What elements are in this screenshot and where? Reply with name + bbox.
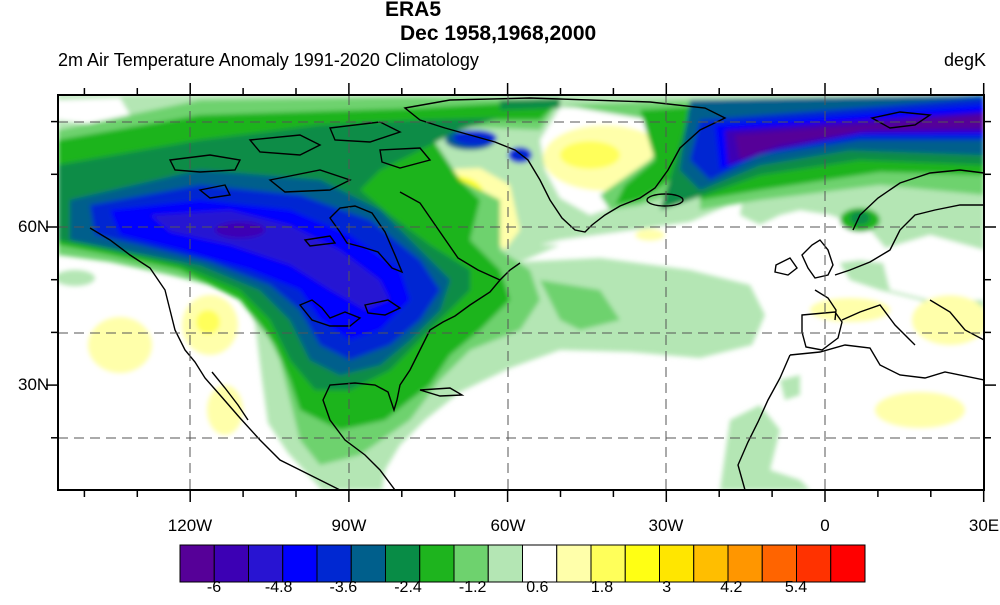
colorbar-label: -6 [206,579,222,596]
colorbar-label: 0.6 [526,579,549,596]
colorbar-box [761,544,797,583]
colorbar-label: -2.4 [394,579,422,596]
colorbar-box [693,544,729,583]
lon-label-60w: 60W [490,516,526,535]
colorbar-label: -1.2 [458,579,487,596]
colorbar-box [487,544,523,583]
colorbar-box [179,544,215,583]
colorbar-box [453,544,489,583]
lon-label-120w: 120W [167,516,213,535]
lon-label-0: 0 [820,516,830,535]
colorbar-label: 3 [662,579,672,596]
gridlines [58,95,984,490]
axis-ticks [46,83,996,502]
colorbar-box [213,544,249,583]
subtitle-left: 2m Air Temperature Anomaly 1991-2020 Cli… [58,50,479,70]
lat-label-60n: 60N [18,217,50,236]
colorbar-box [624,544,660,583]
colorbar-box [522,544,558,583]
colorbar-box [727,544,763,583]
colorbar-box [385,544,421,583]
colorbar-box [350,544,386,583]
colorbar-box [590,544,626,583]
colorbar [179,544,866,583]
title-line-2: Dec 1958,1968,2000 [400,22,597,45]
colorbar-label: 1.8 [590,579,614,596]
anomaly-field [58,95,984,490]
coastlines [89,97,984,490]
lon-label-30w: 30W [648,516,684,535]
title-line-1: ERA5 [385,0,442,21]
colorbar-box [556,544,592,583]
colorbar-box [419,544,455,583]
lat-label-30n: 30N [18,375,50,394]
colorbar-label: -3.6 [329,579,358,596]
colorbar-label: -4.8 [264,579,293,596]
colorbar-label: 5.4 [784,579,808,596]
colorbar-box [830,544,866,583]
colorbar-box [316,544,352,583]
map-frame [57,94,985,491]
units-label: degK [943,50,986,70]
colorbar-label: 4.2 [720,579,743,596]
lon-label-30e: 30E [968,516,1000,535]
colorbar-box [796,544,832,583]
lon-label-90w: 90W [331,516,367,535]
colorbar-box [282,544,318,583]
colorbar-box [659,544,695,583]
colorbar-box [248,544,284,583]
